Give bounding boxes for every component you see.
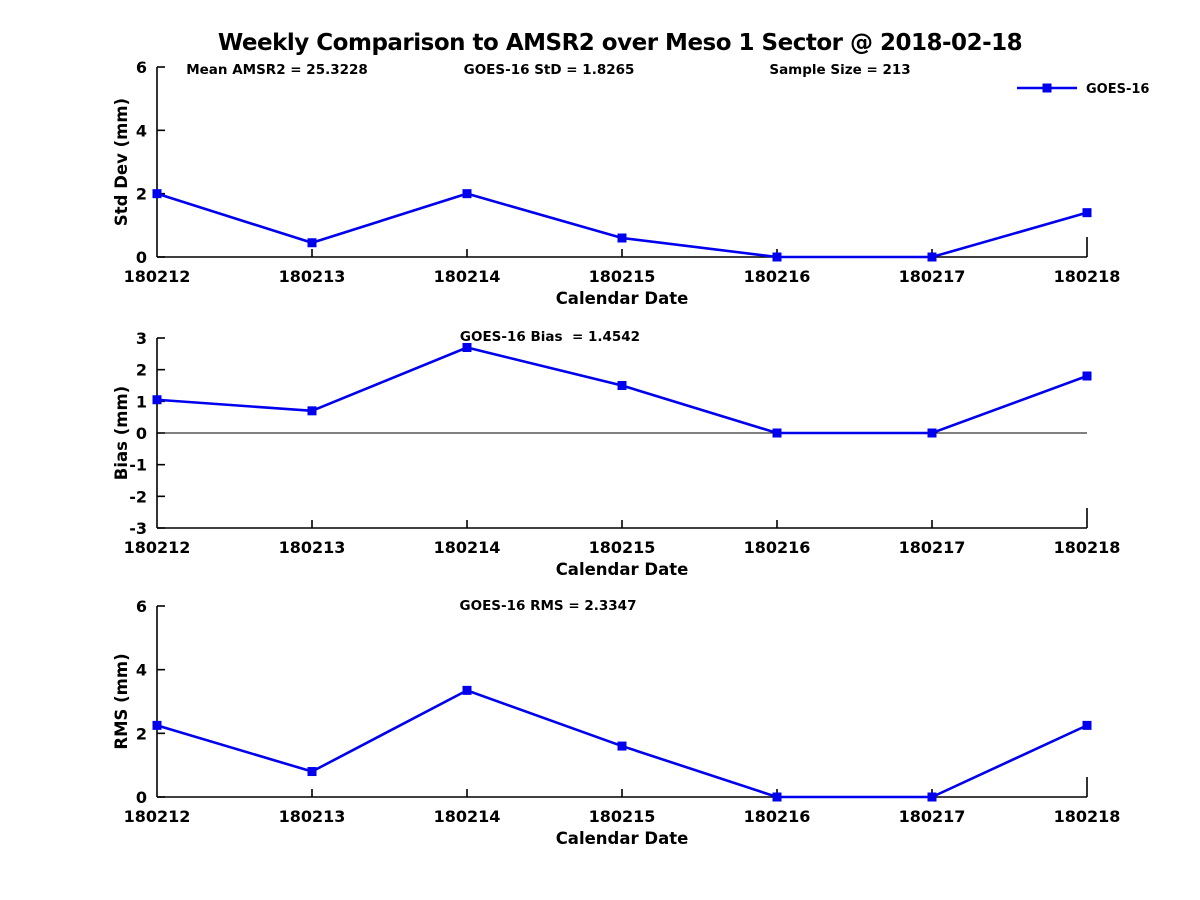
- data-point-marker: [462, 343, 472, 352]
- subplot-std-dev: 0 2 4 6 180212 180213 180214 180215 180216 180217…: [112, 58, 1149, 308]
- data-point-marker: [927, 428, 937, 438]
- y-tick-label: 4: [136, 661, 147, 680]
- x-tick-label: 180218: [1054, 538, 1121, 557]
- x-axis-label: Calendar Date: [556, 289, 689, 308]
- annotation: Sample Size = 213: [769, 62, 910, 78]
- x-tick-label: 180217: [899, 538, 966, 557]
- annotation: GOES-16 RMS = 2.3347: [460, 598, 637, 614]
- y-axis-label: RMS (mm): [112, 653, 131, 749]
- data-point-marker: [1082, 371, 1092, 381]
- data-point-marker: [927, 792, 937, 802]
- y-tick-label: 0: [136, 248, 147, 267]
- data-point-marker: [152, 720, 162, 730]
- data-point-marker: [1082, 720, 1092, 730]
- x-tick-label: 180215: [589, 538, 656, 557]
- annotation: Mean AMSR2 = 25.3228: [186, 62, 368, 78]
- y-tick-label: 1: [136, 392, 147, 411]
- x-tick-label: 180213: [279, 267, 346, 286]
- y-tick-label: 2: [136, 724, 147, 743]
- x-tick-label: 180212: [124, 807, 191, 826]
- data-point-marker: [772, 252, 782, 262]
- legend-label: GOES-16: [1086, 82, 1149, 97]
- data-point-marker: [772, 428, 782, 438]
- legend: GOES-16: [1017, 82, 1149, 97]
- annotation: GOES-16 Bias = 1.4542: [460, 329, 640, 345]
- y-tick-label: 2: [136, 361, 147, 380]
- y-tick-label: 6: [136, 597, 147, 616]
- y-tick-label: -2: [129, 487, 147, 506]
- x-tick-label: 180218: [1054, 267, 1121, 286]
- x-tick-label: 180217: [899, 807, 966, 826]
- data-point-marker: [307, 406, 317, 416]
- x-tick-label: 180214: [434, 538, 501, 557]
- y-axis-label: Bias (mm): [112, 386, 131, 480]
- subplot-bias: -3 -2 -1 0 1 2 3 180212 180213 180214 180215 180216…: [112, 329, 1120, 579]
- data-point-marker: [927, 252, 937, 262]
- y-tick-label: -1: [129, 456, 147, 475]
- annotation: GOES-16 StD = 1.8265: [464, 62, 635, 78]
- y-axis-label: Std Dev (mm): [112, 98, 131, 226]
- y-tick-label: 3: [136, 329, 147, 348]
- data-point-marker: [617, 741, 627, 751]
- x-tick-label: 180215: [589, 267, 656, 286]
- y-tick-label: -3: [129, 519, 147, 538]
- data-point-marker: [617, 233, 627, 243]
- x-axis-label: Calendar Date: [556, 829, 689, 848]
- data-point-marker: [307, 767, 317, 777]
- series-line-bias: [156, 346, 1088, 435]
- data-point-marker: [152, 189, 162, 199]
- y-tick-label: 2: [136, 185, 147, 204]
- data-point-marker: [462, 189, 472, 199]
- x-tick-label: 180213: [279, 538, 346, 557]
- y-tick-label: 6: [136, 58, 147, 77]
- x-tick-label: 180217: [899, 267, 966, 286]
- x-tick-label: 180216: [744, 807, 811, 826]
- x-tick-label: 180214: [434, 267, 501, 286]
- x-tick-label: 180212: [124, 538, 191, 557]
- x-tick-label: 180216: [744, 267, 811, 286]
- legend-marker-icon: [1042, 83, 1052, 93]
- y-tick-label: 4: [136, 121, 147, 140]
- x-tick-label: 180215: [589, 807, 656, 826]
- x-tick-label: 180213: [279, 807, 346, 826]
- x-axis-label: Calendar Date: [556, 560, 689, 579]
- subplot-rms: 0 2 4 6 180212 180213 180214 180215 180216 180217…: [112, 597, 1120, 848]
- x-tick-label: 180214: [434, 807, 501, 826]
- figure-title: Weekly Comparison to AMSR2 over Meso 1 S…: [217, 30, 1023, 56]
- data-point-marker: [617, 381, 627, 390]
- x-tick-label: 180212: [124, 267, 191, 286]
- data-point-marker: [307, 238, 317, 248]
- data-point-marker: [152, 395, 162, 405]
- data-point-marker: [1082, 208, 1092, 218]
- y-tick-label: 0: [136, 788, 147, 807]
- data-point-marker: [772, 792, 782, 802]
- y-tick-label: 0: [136, 424, 147, 443]
- x-tick-label: 180218: [1054, 807, 1121, 826]
- data-point-marker: [462, 685, 472, 695]
- x-tick-label: 180216: [744, 538, 811, 557]
- series-line-std-dev: [156, 192, 1088, 259]
